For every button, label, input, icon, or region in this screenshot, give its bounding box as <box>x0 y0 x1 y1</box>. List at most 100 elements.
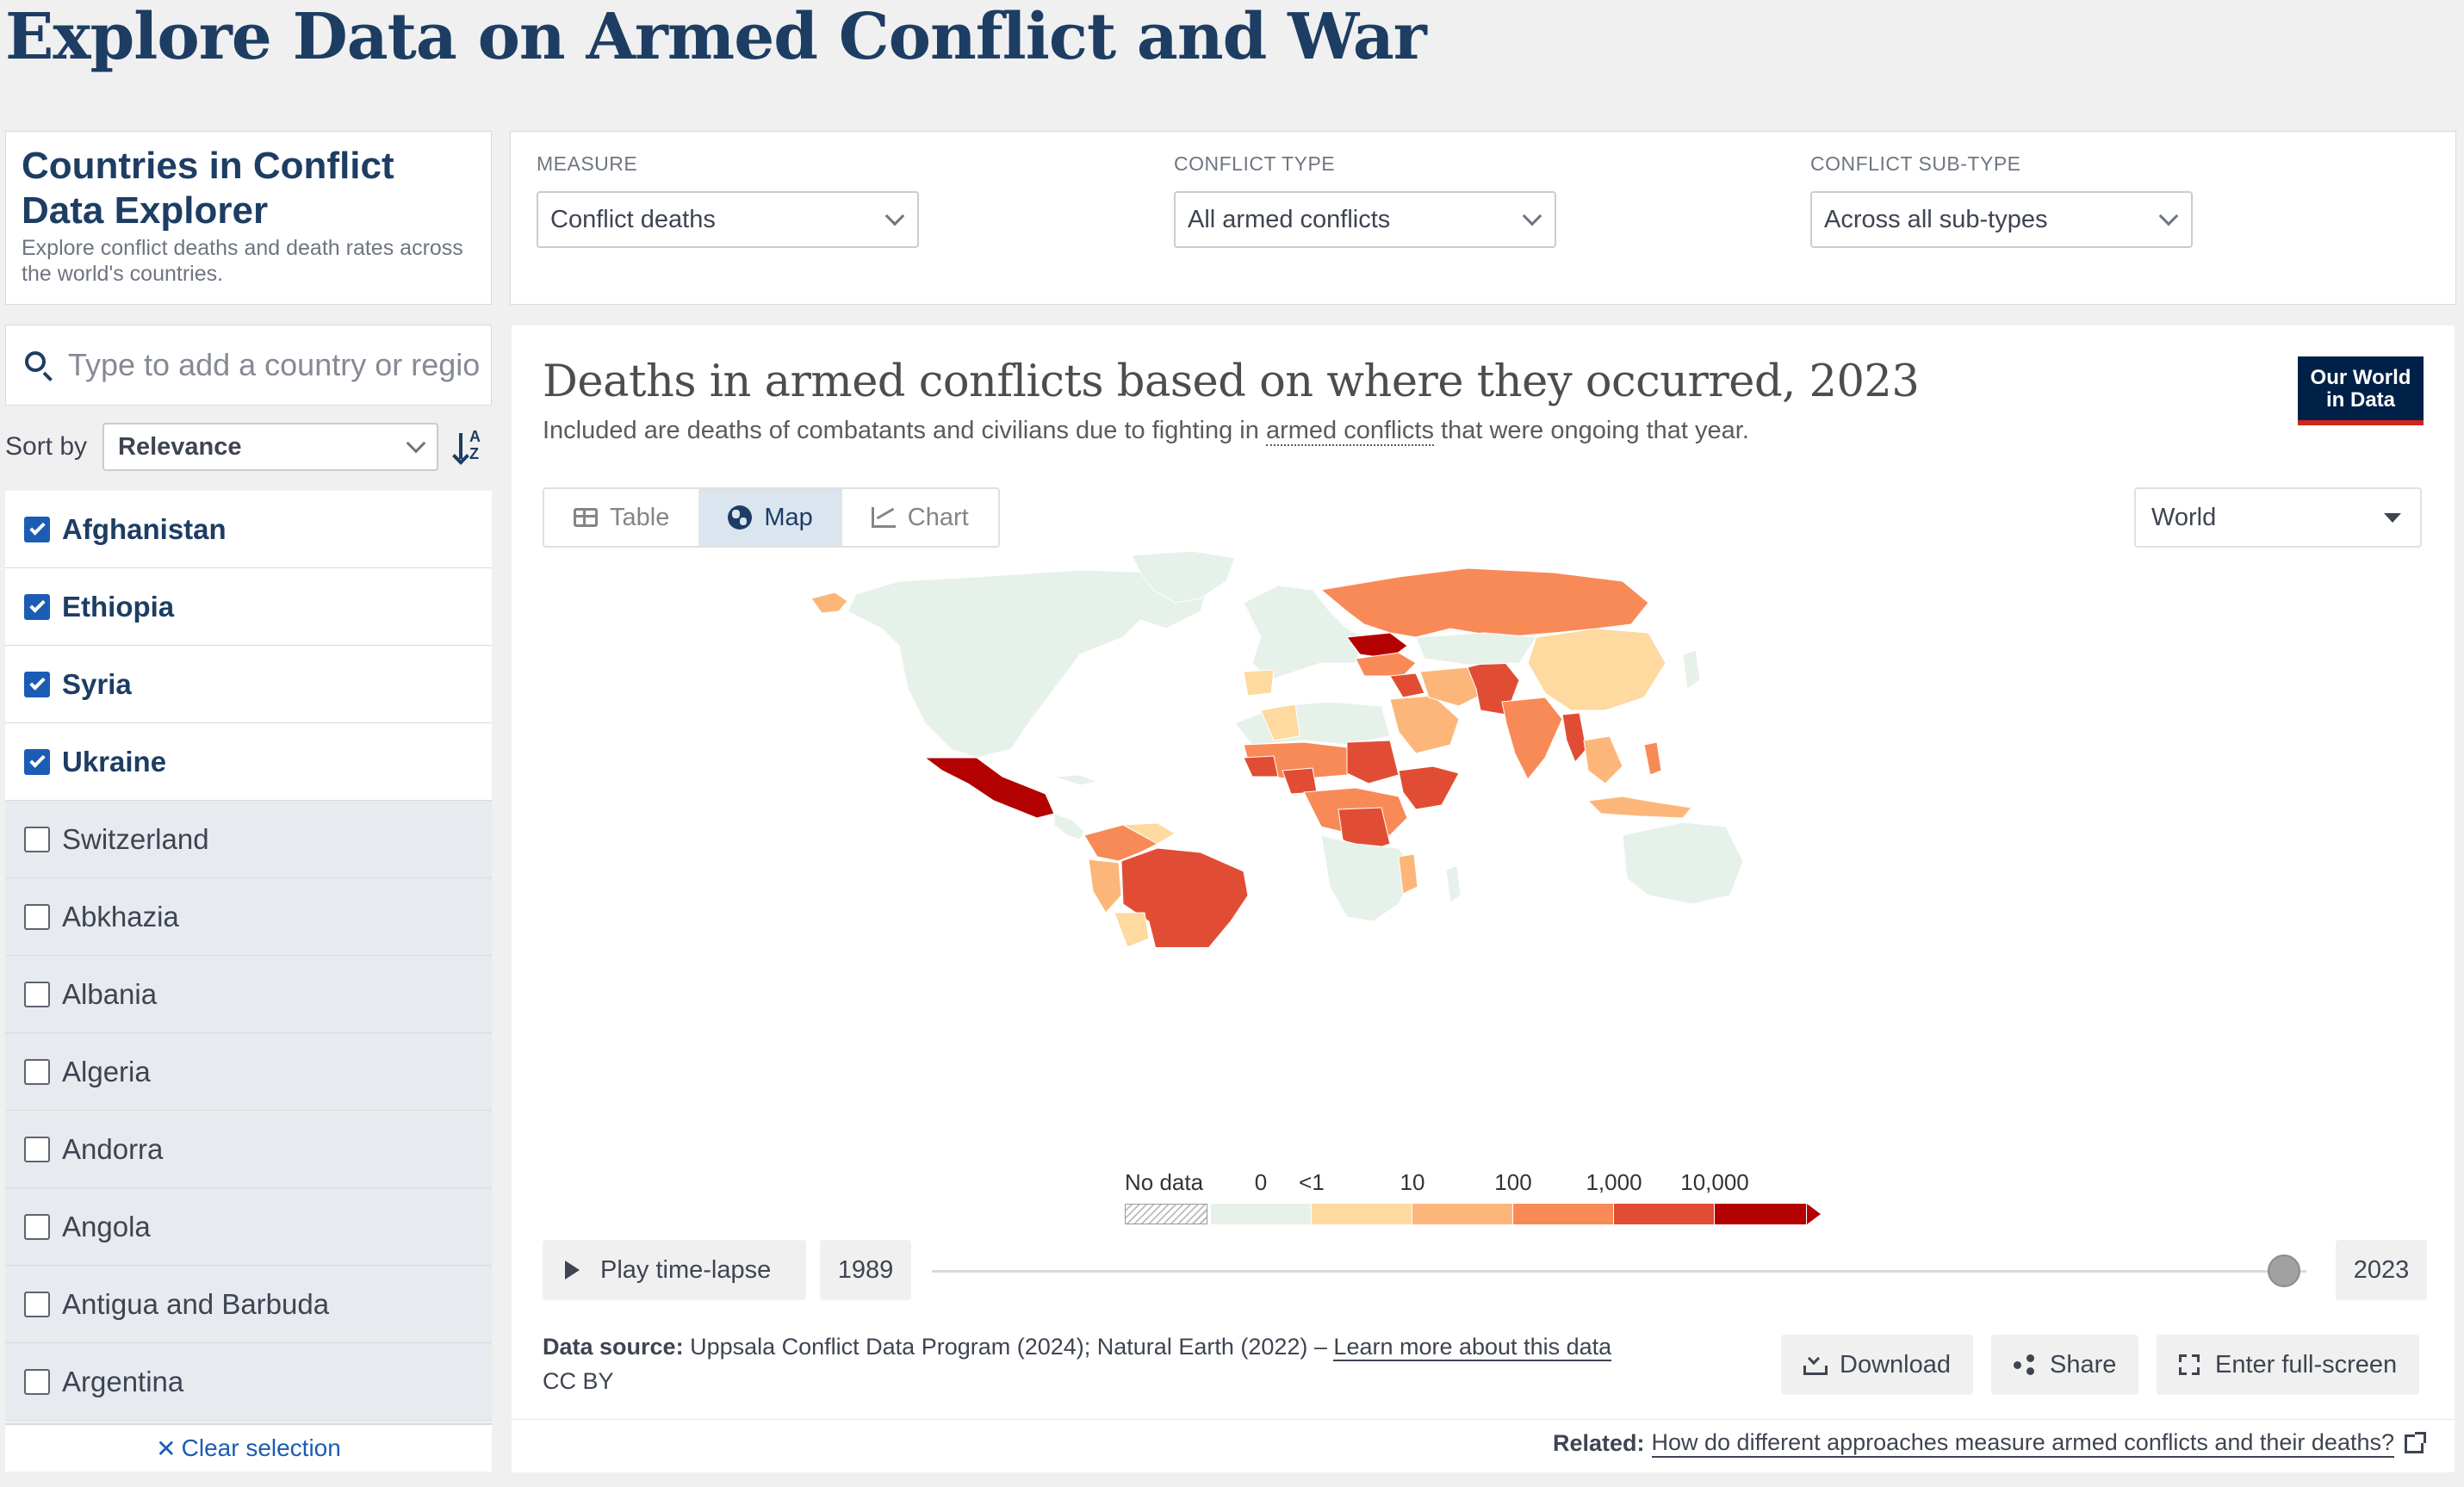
legend-no-data-label: No data <box>1125 1169 1204 1195</box>
world-map[interactable] <box>796 551 1760 947</box>
map-region-caribbean[interactable] <box>1053 774 1099 786</box>
conflict-type-dropdown[interactable]: All armed conflicts <box>1174 191 1556 248</box>
region-dropdown[interactable]: World <box>2134 487 2422 548</box>
tab-map[interactable]: Map <box>698 489 842 546</box>
related-label: Related: <box>1552 1430 1645 1456</box>
tab-chart-label: Chart <box>907 503 969 531</box>
map-region-syria-iraq[interactable] <box>1389 672 1425 698</box>
tab-chart[interactable]: Chart <box>842 489 998 546</box>
entity-item[interactable]: Switzerland <box>5 801 492 878</box>
learn-more-link[interactable]: Learn more about this data <box>1333 1334 1612 1361</box>
entity-item[interactable]: Abkhazia <box>5 878 492 956</box>
entity-label: Ethiopia <box>62 590 175 623</box>
map-region-greenland[interactable] <box>1131 551 1236 604</box>
checkbox-checked-icon[interactable] <box>24 748 50 775</box>
map-region-bolivia[interactable] <box>1114 912 1150 947</box>
timeline-end-year[interactable]: 2023 <box>2336 1240 2427 1300</box>
checkbox-icon[interactable] <box>24 826 50 852</box>
legend-swatch <box>1513 1204 1614 1224</box>
search-input[interactable] <box>68 347 481 383</box>
timeline-start-year[interactable]: 1989 <box>820 1240 911 1300</box>
sort-label: Sort by <box>5 432 88 461</box>
armed-conflicts-link[interactable]: armed conflicts <box>1265 417 1434 446</box>
play-icon <box>565 1261 580 1279</box>
entity-item[interactable]: Ukraine <box>5 723 492 801</box>
map-region-indonesia[interactable] <box>1586 796 1692 819</box>
entity-label: Andorra <box>62 1132 164 1165</box>
clear-selection-label: Clear selection <box>181 1434 341 1461</box>
map-region-europe[interactable] <box>1243 585 1365 681</box>
clear-selection-button[interactable]: ✕ Clear selection <box>5 1423 492 1472</box>
entity-item[interactable]: Antigua and Barbuda <box>5 1266 492 1343</box>
entity-item[interactable]: Angola <box>5 1188 492 1266</box>
map-region-philippines[interactable] <box>1643 741 1662 776</box>
entity-item[interactable]: Algeria <box>5 1033 492 1111</box>
map-region-mali-burkina[interactable] <box>1243 755 1279 778</box>
tab-table[interactable]: Table <box>544 489 698 546</box>
checkbox-checked-icon[interactable] <box>24 671 50 697</box>
map-region-nigeria[interactable] <box>1282 767 1318 795</box>
entity-item[interactable]: Andorra <box>5 1111 492 1188</box>
subtitle-text: Included are deaths of combatants and ci… <box>543 417 1266 444</box>
map-region-north-africa-west[interactable] <box>1260 703 1300 741</box>
map-region-sudan[interactable] <box>1346 740 1400 784</box>
entity-item[interactable]: Ethiopia <box>5 568 492 646</box>
map-region-central-america[interactable] <box>1053 813 1085 840</box>
checkbox-icon[interactable] <box>24 1213 50 1240</box>
map-region-iberia[interactable] <box>1243 669 1275 697</box>
conflict-subtype-dropdown[interactable]: Across all sub-types <box>1810 191 2193 248</box>
legend-swatch <box>1312 1204 1412 1224</box>
checkbox-icon[interactable] <box>24 1291 50 1317</box>
timeline-slider-handle[interactable] <box>2268 1255 2300 1287</box>
entity-item[interactable]: Albania <box>5 956 492 1033</box>
sort-dropdown[interactable]: Relevance <box>102 423 439 471</box>
timeline-slider-track[interactable] <box>932 1270 2306 1273</box>
map-region-southeast-asia[interactable] <box>1583 735 1623 784</box>
map-region-russia[interactable] <box>1319 567 1649 638</box>
map-region-north-america[interactable] <box>847 569 1210 759</box>
entity-item[interactable]: Afghanistan <box>5 491 492 568</box>
checkbox-icon[interactable] <box>24 1368 50 1395</box>
map-region-north-africa[interactable] <box>1234 701 1391 746</box>
map-region-madagascar[interactable] <box>1445 864 1462 903</box>
map-region-india[interactable] <box>1501 697 1563 780</box>
entity-label: Argentina <box>62 1365 184 1397</box>
checkbox-checked-icon[interactable] <box>24 593 50 620</box>
legend-tick-label: <1 <box>1299 1169 1325 1195</box>
checkbox-icon[interactable] <box>24 1058 50 1085</box>
map-region-japan[interactable] <box>1682 649 1701 690</box>
checkbox-icon[interactable] <box>24 1136 50 1162</box>
map-region-venezuela[interactable] <box>1121 822 1176 845</box>
share-icon <box>2014 1354 2034 1375</box>
map-region-ethiopia-somalia[interactable] <box>1398 765 1460 810</box>
map-region-myanmar[interactable] <box>1561 712 1587 763</box>
owid-logo[interactable]: Our World in Data <box>2298 356 2424 425</box>
fullscreen-button[interactable]: Enter full-screen <box>2157 1335 2420 1395</box>
map-region-alaska[interactable] <box>810 592 848 614</box>
measure-dropdown[interactable]: Conflict deaths <box>537 191 919 248</box>
checkbox-checked-icon[interactable] <box>24 516 50 542</box>
play-timelapse-button[interactable]: Play time-lapse <box>543 1240 806 1300</box>
legend-tick-label: 0 <box>1254 1169 1268 1195</box>
source-label: Data source: <box>543 1334 684 1360</box>
related-link[interactable]: How do different approaches measure arme… <box>1651 1429 2394 1458</box>
checkbox-icon[interactable] <box>24 981 50 1007</box>
map-region-arabia[interactable] <box>1389 695 1460 754</box>
map-region-central-asia[interactable] <box>1415 632 1537 666</box>
map-region-mozambique[interactable] <box>1398 853 1418 895</box>
map-region-southern-africa[interactable] <box>1320 834 1417 922</box>
entity-item[interactable]: Argentina <box>5 1343 492 1421</box>
share-button[interactable]: Share <box>1991 1335 2139 1395</box>
map-region-mexico[interactable] <box>923 757 1055 819</box>
map-region-china[interactable] <box>1527 628 1666 711</box>
entity-item[interactable]: Syria <box>5 646 492 723</box>
map-region-australia[interactable] <box>1622 821 1744 905</box>
legend-swatch <box>1211 1204 1312 1224</box>
map-region-turkey-caucasus[interactable] <box>1355 652 1417 677</box>
map-region-iran[interactable] <box>1419 666 1486 707</box>
download-button[interactable]: Download <box>1781 1335 1973 1395</box>
map-region-peru[interactable] <box>1088 858 1122 914</box>
explorer-controls: MEASURE Conflict deaths CONFLICT TYPE Al… <box>510 131 2456 305</box>
checkbox-icon[interactable] <box>24 903 50 930</box>
